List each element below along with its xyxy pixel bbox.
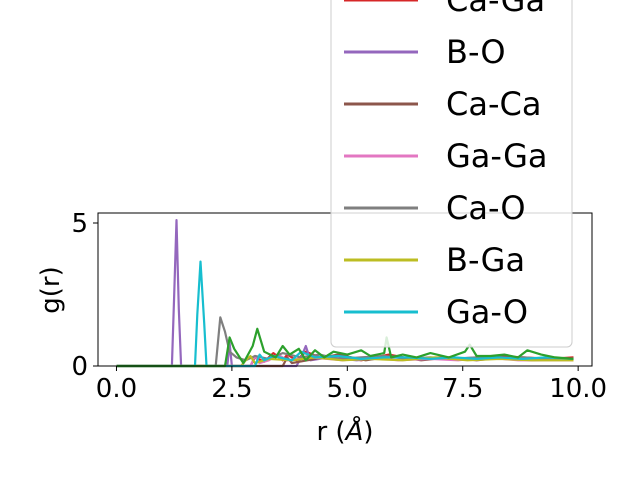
x-tick-label: 5.0 — [327, 374, 368, 404]
legend-label: B-Ga — [446, 241, 525, 279]
series-lines — [116, 219, 574, 368]
legend: Ca-Ga B-O Ca-Ca Ga-Ga Ca-O B-Ga Ga-O — [330, 0, 573, 348]
y-tick-label: 5 — [71, 209, 88, 239]
legend-label: Ga-Ga — [446, 137, 548, 175]
y-tick-label: 0 — [71, 352, 88, 382]
series-line-b-ga — [116, 354, 574, 368]
series-line-unlabeled-7 — [116, 327, 574, 368]
x-tick-label: 7.5 — [442, 374, 483, 404]
series-line-ga-o — [116, 260, 574, 368]
legend-label: Ga-O — [446, 293, 528, 331]
y-axis-ticks: 05 — [71, 209, 98, 382]
x-tick-label: 0.0 — [96, 374, 137, 404]
legend-label: B-O — [446, 33, 506, 71]
x-axis-ticks: 0.0 2.5 5.0 7.5 10.0 — [96, 366, 607, 404]
y-axis-label: g(r) — [36, 266, 66, 313]
legend-label: Ca-Ga — [446, 0, 545, 19]
x-tick-label: 10.0 — [549, 374, 607, 404]
x-tick-label: 2.5 — [211, 374, 252, 404]
legend-label: Ca-O — [446, 189, 526, 227]
x-axis-label: r (Å) — [316, 415, 373, 447]
legend-label: Ca-Ca — [446, 85, 541, 123]
